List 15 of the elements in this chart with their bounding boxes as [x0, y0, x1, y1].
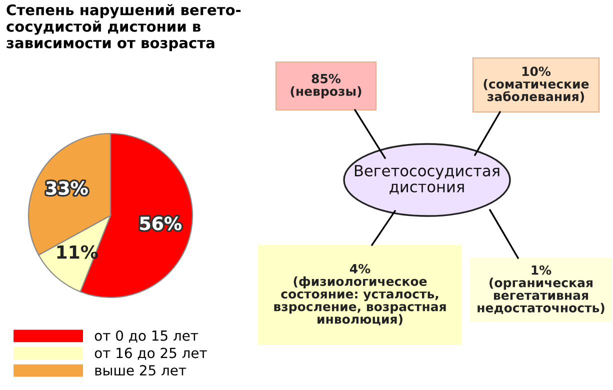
- data-label: 4%: [350, 264, 370, 274]
- data-label: 1%: [532, 265, 552, 275]
- data-label: 10%: [522, 66, 551, 76]
- category-label: (органическая вегетативная недостаточность): [478, 278, 604, 314]
- data-label: 56%: [140, 216, 182, 230]
- category-label: (неврозы): [290, 86, 362, 98]
- category-label: (соматические заболевания): [484, 78, 589, 103]
- data-label: 33%: [46, 181, 88, 195]
- data-label: 85%: [312, 74, 341, 84]
- legend-label: от 0 до 15 лет: [94, 330, 198, 343]
- legend-label: выше 25 лет: [95, 365, 186, 376]
- category-label: (физиологическое состояние: усталость, взросление, возрастная инволюция): [274, 276, 446, 326]
- chart-title: Степень нарушений вегето- сосудистой дистонии в зависимости от возраста: [6, 4, 241, 52]
- text: Вегетососудистая дистония: [354, 165, 500, 194]
- legend-label: от 16 до 25 лет: [94, 348, 207, 360]
